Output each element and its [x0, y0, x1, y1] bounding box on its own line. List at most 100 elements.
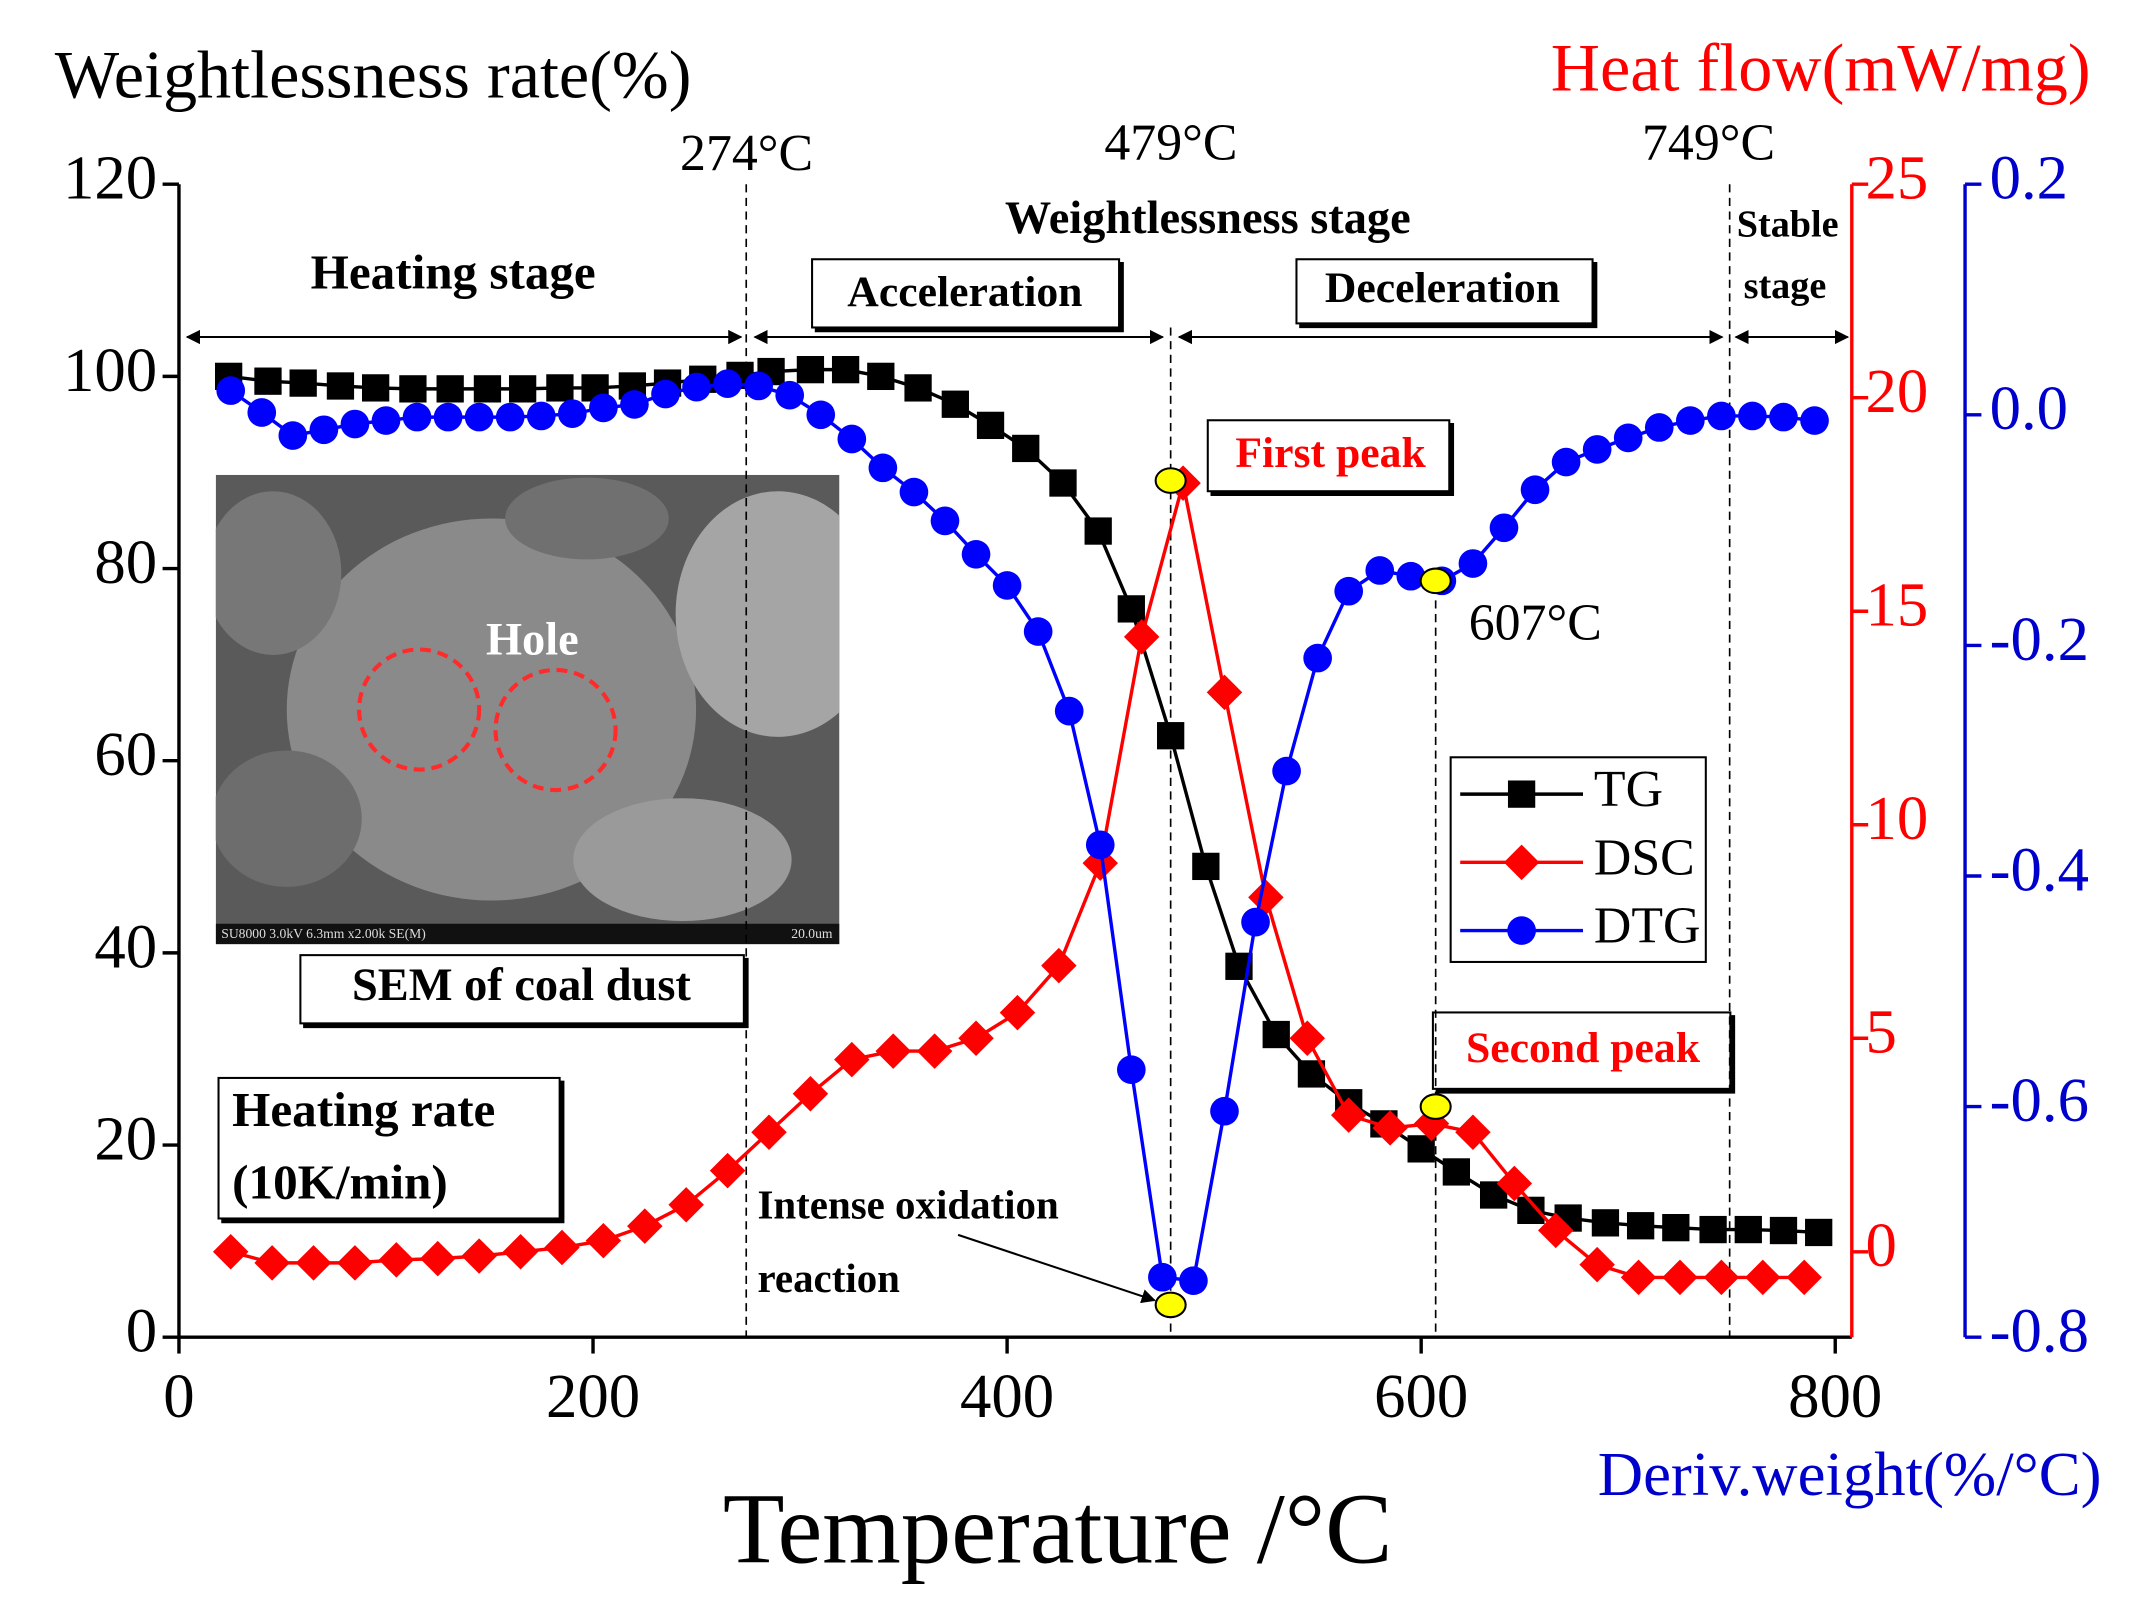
- data-point: [1334, 576, 1364, 606]
- stage-line-label: 479°C: [1104, 114, 1237, 171]
- stage-line-label: 749°C: [1642, 114, 1775, 171]
- data-point: [668, 1187, 704, 1223]
- data-point: [1675, 406, 1705, 435]
- x-tick-label: 0: [163, 1361, 194, 1431]
- y3-tick-label: -0.8: [1990, 1296, 2089, 1366]
- data-point: [899, 477, 929, 507]
- data-point: [1148, 1262, 1177, 1292]
- data-point: [806, 400, 836, 430]
- data-point: [1084, 517, 1112, 545]
- data-point: [473, 375, 502, 403]
- data-point: [958, 1020, 994, 1057]
- y-axis-title: Weightlessness rate(%): [55, 37, 692, 113]
- y2-tick-label: 25: [1865, 143, 1928, 213]
- data-point: [1800, 406, 1829, 435]
- data-point: [1769, 402, 1798, 432]
- y3-tick-label: -0.6: [1990, 1065, 2089, 1135]
- data-point: [502, 1234, 539, 1270]
- y3-tick-label: 0.2: [1990, 143, 2068, 213]
- x-tick-label: 400: [960, 1361, 1054, 1431]
- highlight-point: [1154, 1291, 1187, 1319]
- stage-arrows: [185, 329, 1850, 1304]
- label-boxes: [217, 258, 1732, 1220]
- data-point: [402, 402, 432, 432]
- data-point: [831, 355, 860, 384]
- data-point: [904, 374, 932, 402]
- data-point: [1365, 556, 1395, 585]
- data-point: [1489, 513, 1519, 543]
- acceleration: Acceleration: [847, 268, 1082, 316]
- sem-caption: SEM of coal dust: [352, 960, 691, 1011]
- highlight-point: [1154, 467, 1187, 494]
- y3-axis-title: Deriv.weight(%/°C): [1598, 1439, 2102, 1509]
- legend-marker: [1507, 916, 1536, 945]
- data-point: [326, 372, 355, 400]
- data-point: [1738, 401, 1767, 431]
- stage-line-label: 607°C: [1469, 595, 1602, 652]
- data-point: [526, 401, 556, 431]
- data-point: [1620, 1259, 1657, 1296]
- data-point: [1520, 475, 1550, 505]
- heating-rate: (10K/min): [232, 1154, 448, 1209]
- data-point: [309, 415, 339, 445]
- x-tick-label: 800: [1788, 1361, 1882, 1431]
- data-point: [1662, 1259, 1698, 1296]
- y2-tick-label: 15: [1865, 570, 1928, 640]
- data-point: [682, 372, 711, 402]
- data-point: [834, 1041, 870, 1078]
- stage-line-label: 274°C: [680, 125, 813, 182]
- data-point: [1626, 1212, 1655, 1240]
- data-point: [1644, 413, 1674, 442]
- data-point: [999, 994, 1036, 1031]
- data-point: [1786, 1259, 1822, 1296]
- data-point: [1012, 434, 1040, 463]
- data-point: [1745, 1259, 1781, 1296]
- legend-label: DSC: [1594, 829, 1695, 886]
- data-point: [1769, 1216, 1798, 1245]
- data-point: [941, 390, 969, 418]
- y2-tick-label: 5: [1865, 997, 1896, 1067]
- legend-label: DTG: [1594, 897, 1701, 954]
- data-point: [709, 1152, 746, 1189]
- y3-tick-label: -0.2: [1990, 604, 2089, 674]
- data-point: [796, 355, 825, 384]
- data-point: [1538, 1212, 1574, 1249]
- data-point: [1703, 1259, 1740, 1296]
- y-tick-label: 120: [63, 143, 157, 213]
- stable-stage: Stable: [1737, 204, 1839, 246]
- data-point: [1272, 756, 1301, 786]
- data-point: [1192, 852, 1220, 881]
- data-point: [992, 571, 1022, 600]
- series-line: [229, 381, 1815, 1283]
- data-point: [1458, 549, 1488, 578]
- x-tick-label: 200: [546, 1361, 640, 1431]
- data-point: [399, 375, 427, 403]
- weightlessness-stage: Weightlessness stage: [1005, 193, 1411, 244]
- data-point: [1496, 1165, 1533, 1202]
- data-point: [1613, 423, 1643, 453]
- data-point: [1049, 469, 1077, 497]
- highlight-point: [1419, 567, 1452, 595]
- data-point: [1117, 595, 1145, 623]
- data-point: [433, 402, 463, 432]
- data-point: [278, 421, 308, 450]
- legend: [1449, 756, 1707, 963]
- data-point: [216, 376, 246, 405]
- y2-tick-label: 10: [1865, 783, 1928, 853]
- data-point: [1455, 1114, 1491, 1150]
- data-point: [744, 371, 773, 401]
- data-point: [1591, 1209, 1620, 1237]
- data-point: [1372, 1110, 1408, 1146]
- data-point: [1248, 879, 1284, 916]
- intense-label: reaction: [757, 1256, 900, 1301]
- data-point: [1734, 1215, 1762, 1244]
- data-point: [1157, 722, 1185, 750]
- data-point: [1116, 1055, 1146, 1085]
- data-point: [247, 398, 277, 427]
- y-tick-label: 40: [94, 911, 157, 981]
- legend-marker: [1507, 780, 1536, 808]
- data-point: [340, 409, 370, 439]
- sem-inset: [215, 474, 840, 945]
- y2-tick-label: 20: [1865, 356, 1928, 426]
